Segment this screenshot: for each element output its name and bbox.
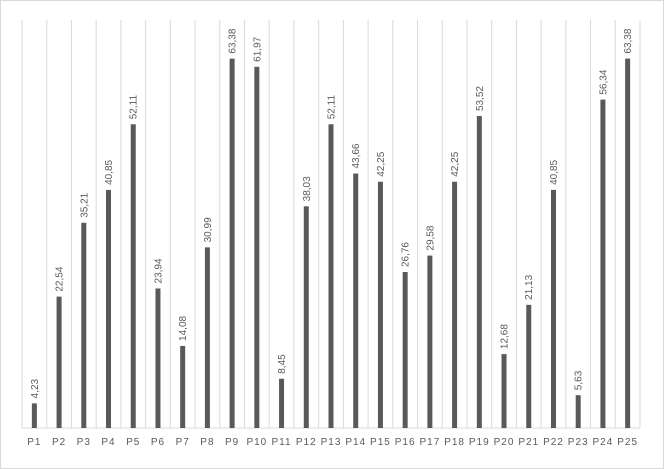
x-tick-label: P1 [27,437,41,448]
x-tick-label: P22 [543,437,564,448]
x-tick-label: P23 [568,437,589,448]
bar [600,99,606,428]
x-tick-label: P19 [469,437,490,448]
x-tick-label: P17 [419,437,440,448]
bar [130,124,136,429]
bar [452,181,458,428]
data-label: 29,58 [425,225,436,250]
data-label: 4,23 [30,378,41,398]
x-tick-label: P15 [370,437,391,448]
data-label: 35,21 [79,192,90,217]
data-label: 43,66 [351,143,362,168]
bar [56,296,62,428]
data-label: 26,76 [401,242,412,267]
data-label: 42,25 [376,151,387,176]
data-label: 5,63 [574,370,585,390]
data-label: 14,08 [178,315,189,340]
data-label: 52,11 [129,95,140,120]
data-label: 8,45 [277,354,288,374]
data-label: 56,34 [598,69,609,94]
x-tick-label: P18 [444,437,465,448]
bar [31,403,37,428]
bar [155,288,161,428]
bar [328,124,334,429]
data-label: 42,25 [450,151,461,176]
x-tick-label: P6 [151,437,165,448]
x-tick-label: P20 [494,437,515,448]
bar [402,272,408,428]
bar [575,395,581,428]
data-label: 63,38 [623,28,634,53]
bar [204,247,210,428]
bar [353,173,359,428]
data-label: 61,97 [252,36,263,61]
data-label: 12,68 [500,324,511,349]
data-label: 53,52 [475,86,486,111]
bar [180,345,186,428]
x-tick-label: P3 [77,437,91,448]
bar [427,255,433,428]
bar [625,58,631,428]
data-label: 30,99 [203,217,214,242]
x-tick-label: P11 [272,437,292,448]
x-tick-label: P2 [52,437,66,448]
bar [229,58,235,428]
x-tick-label: P14 [345,437,366,448]
x-tick-label: P7 [176,437,190,448]
bar [550,189,556,428]
x-tick-label: P12 [296,437,317,448]
bar [501,354,507,428]
bar [476,116,482,428]
data-label: 40,85 [549,159,560,184]
x-tick-label: P21 [518,437,539,448]
bar [81,222,87,428]
bar [279,378,285,428]
data-label: 23,94 [153,258,164,283]
x-tick-label: P25 [617,437,638,448]
data-label: 21,13 [524,274,535,299]
bar [254,66,260,428]
x-tick-label: P10 [246,437,267,448]
x-tick-label: P13 [321,437,342,448]
data-label: 22,54 [55,266,66,291]
data-label: 63,38 [228,28,239,53]
x-tick-label: P8 [200,437,214,448]
data-label: 40,85 [104,159,115,184]
data-label: 52,11 [327,95,338,120]
bar [526,304,532,428]
x-tick-label: P16 [395,437,416,448]
x-tick-label: P4 [101,437,115,448]
bar [377,181,383,428]
bar [303,206,309,428]
x-tick-label: P9 [225,437,239,448]
data-label: 38,03 [302,176,313,201]
bar [106,189,112,428]
x-tick-label: P24 [593,437,614,448]
x-tick-label: P5 [126,437,140,448]
